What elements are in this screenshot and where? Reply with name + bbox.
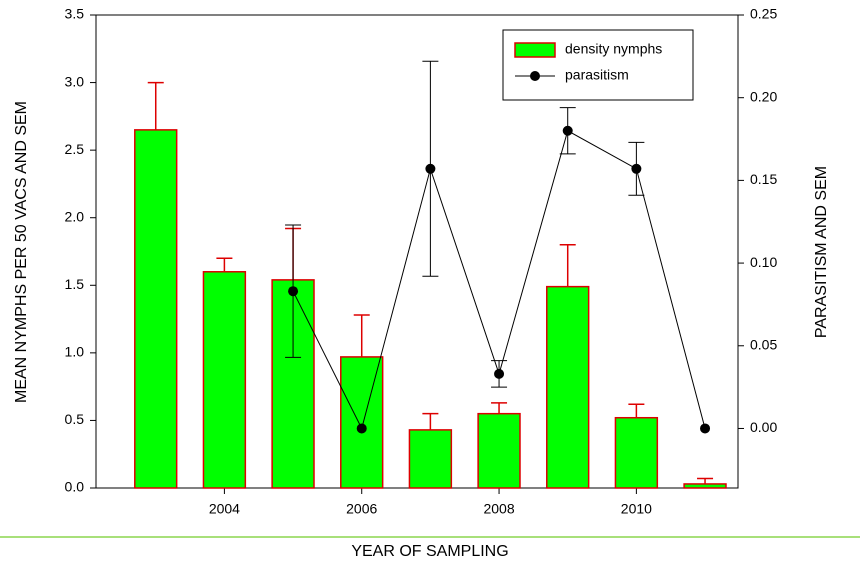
- error-bar: [216, 257, 233, 272]
- error-bar: [147, 81, 164, 130]
- error-bar: [628, 403, 645, 418]
- x-tick-label: 2006: [346, 501, 377, 517]
- y-tick-label: 1.0: [65, 344, 85, 360]
- point: [356, 423, 367, 434]
- y-tick-label: 3.0: [65, 73, 85, 89]
- x-tick-label: 2010: [621, 501, 652, 517]
- legend-label: density nymphs: [565, 41, 662, 57]
- legend-label: parasitism: [565, 67, 629, 83]
- legend-swatch: [514, 42, 556, 58]
- bar: [477, 412, 521, 489]
- point: [425, 163, 436, 174]
- point: [700, 423, 711, 434]
- y-tick-label: 2.5: [65, 141, 85, 157]
- error-bar: [491, 402, 508, 414]
- error-bar: [422, 412, 439, 430]
- bar: [614, 416, 659, 489]
- y2-tick-label: 0.10: [750, 254, 777, 270]
- x-tick-label: 2004: [209, 501, 240, 517]
- error-bar: [559, 243, 576, 287]
- y2-tick-label: 0.25: [750, 6, 777, 22]
- bar: [202, 271, 247, 489]
- bar: [683, 483, 727, 489]
- x-axis-label: YEAR OF SAMPLING: [351, 543, 508, 560]
- point: [562, 125, 573, 136]
- point: [494, 368, 505, 379]
- y2-tick-label: 0.00: [750, 419, 777, 435]
- y-tick-label: 0.0: [65, 479, 85, 495]
- error-bar: [697, 477, 714, 484]
- y-tick-label: 2.0: [65, 208, 85, 224]
- legend-marker: [530, 71, 540, 81]
- bar: [408, 429, 453, 489]
- y-tick-label: 1.5: [65, 276, 85, 292]
- bar: [546, 285, 590, 489]
- y-tick-label: 3.5: [65, 6, 85, 22]
- legend-box: [502, 29, 694, 101]
- point: [288, 286, 299, 297]
- point: [631, 163, 642, 174]
- y2-axis-label: PARASITISM AND SEM: [813, 166, 830, 338]
- y2-tick-label: 0.15: [750, 171, 777, 187]
- y-axis-label: MEAN NYMPHS PER 50 VACS AND SEM: [13, 101, 30, 403]
- y2-tick-label: 0.20: [750, 88, 777, 104]
- bar: [134, 129, 178, 489]
- error-bar: [353, 314, 370, 357]
- y2-tick-label: 0.05: [750, 336, 777, 352]
- x-tick-label: 2008: [483, 501, 514, 517]
- y-tick-label: 0.5: [65, 411, 85, 427]
- bar: [340, 356, 384, 489]
